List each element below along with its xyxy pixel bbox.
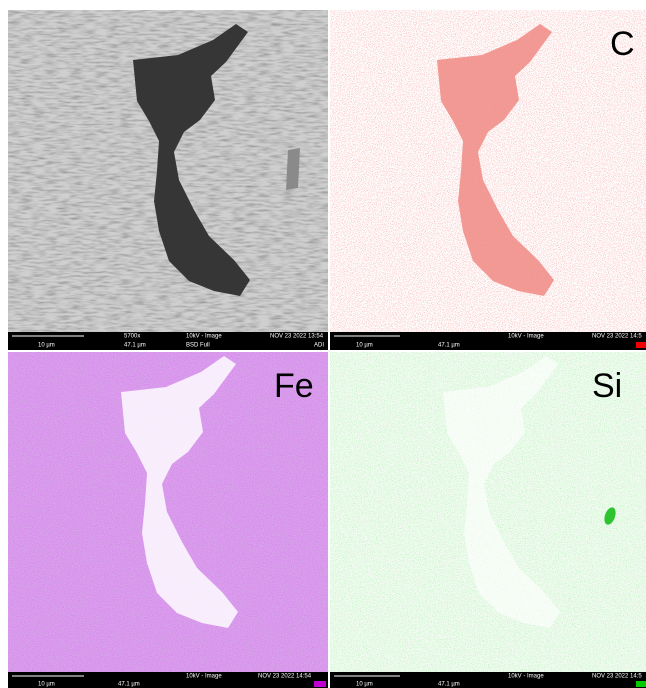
element-label: C (610, 25, 635, 63)
element-label: Si (592, 367, 622, 405)
fe-panel: Fe 10 µm 47.1 µm 10kV - Image NOV 23 202… (8, 352, 328, 688)
page: 10 µm 5700x 47.1 µm 10kV - Image BSD Ful… (0, 0, 646, 688)
color-key (636, 342, 646, 348)
si-panel: Si 10 µm 47.1 µm 10kV - Image NOV 23 202… (330, 352, 646, 688)
c-panel: C 10 µm 47.1 µm 10kV - Image NOV 23 2022… (330, 10, 646, 350)
voltage: 10kV - Image (186, 334, 222, 340)
date: NOV 23 2022 13:54 (270, 334, 324, 340)
detector: BSD Full (186, 343, 210, 349)
scale-text: 10 µm (38, 682, 55, 688)
sem-panel: 10 µm 5700x 47.1 µm 10kV - Image BSD Ful… (8, 10, 328, 350)
field-width: 47.1 µm (124, 343, 146, 349)
figure: 10 µm 5700x 47.1 µm 10kV - Image BSD Ful… (0, 0, 646, 688)
field-width: 47.1 µm (118, 682, 140, 688)
field-width: 47.1 µm (438, 343, 460, 349)
voltage: 10kV - Image (508, 674, 544, 680)
scale-text: 10 µm (356, 682, 373, 688)
scale-text: 10 µm (356, 343, 373, 349)
voltage: 10kV - Image (508, 334, 544, 340)
date: NOV 23 2022 14:5 (592, 674, 642, 680)
date: NOV 23 2022 14:5 (592, 334, 642, 340)
color-key (314, 681, 326, 687)
field-width: 47.1 µm (438, 682, 460, 688)
magnification: 5700x (124, 334, 140, 340)
scale-text: 10 µm (38, 343, 55, 349)
operator: ADI (314, 343, 324, 349)
date: NOV 23 2022 14:54 (258, 674, 312, 680)
element-label: Fe (274, 367, 314, 405)
color-key (636, 681, 646, 687)
small-particle (286, 148, 300, 190)
voltage: 10kV - Image (186, 674, 222, 680)
